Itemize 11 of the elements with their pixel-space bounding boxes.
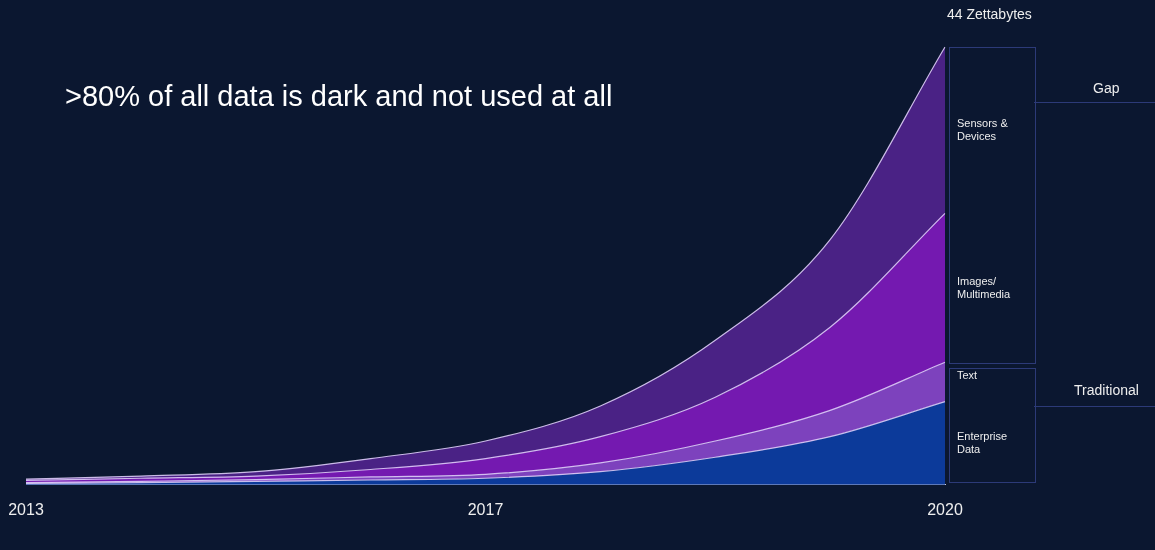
- series-label: Enterprise Data: [957, 430, 1009, 457]
- text: 44 Zettabytes: [947, 6, 1032, 22]
- text: Gap: [1093, 80, 1120, 96]
- series-label: Text: [957, 368, 979, 382]
- series-label: Sensors & Devices: [957, 117, 1009, 144]
- x-tick-label: 2013: [8, 500, 44, 518]
- text: Traditional: [1074, 382, 1139, 399]
- x-tick-label: 2017: [467, 500, 504, 518]
- text: >80% of all data is dark and not used at all: [65, 80, 613, 113]
- x-tick-label: 2020: [927, 500, 963, 518]
- series-label: Images/ Multimedia: [957, 274, 1012, 301]
